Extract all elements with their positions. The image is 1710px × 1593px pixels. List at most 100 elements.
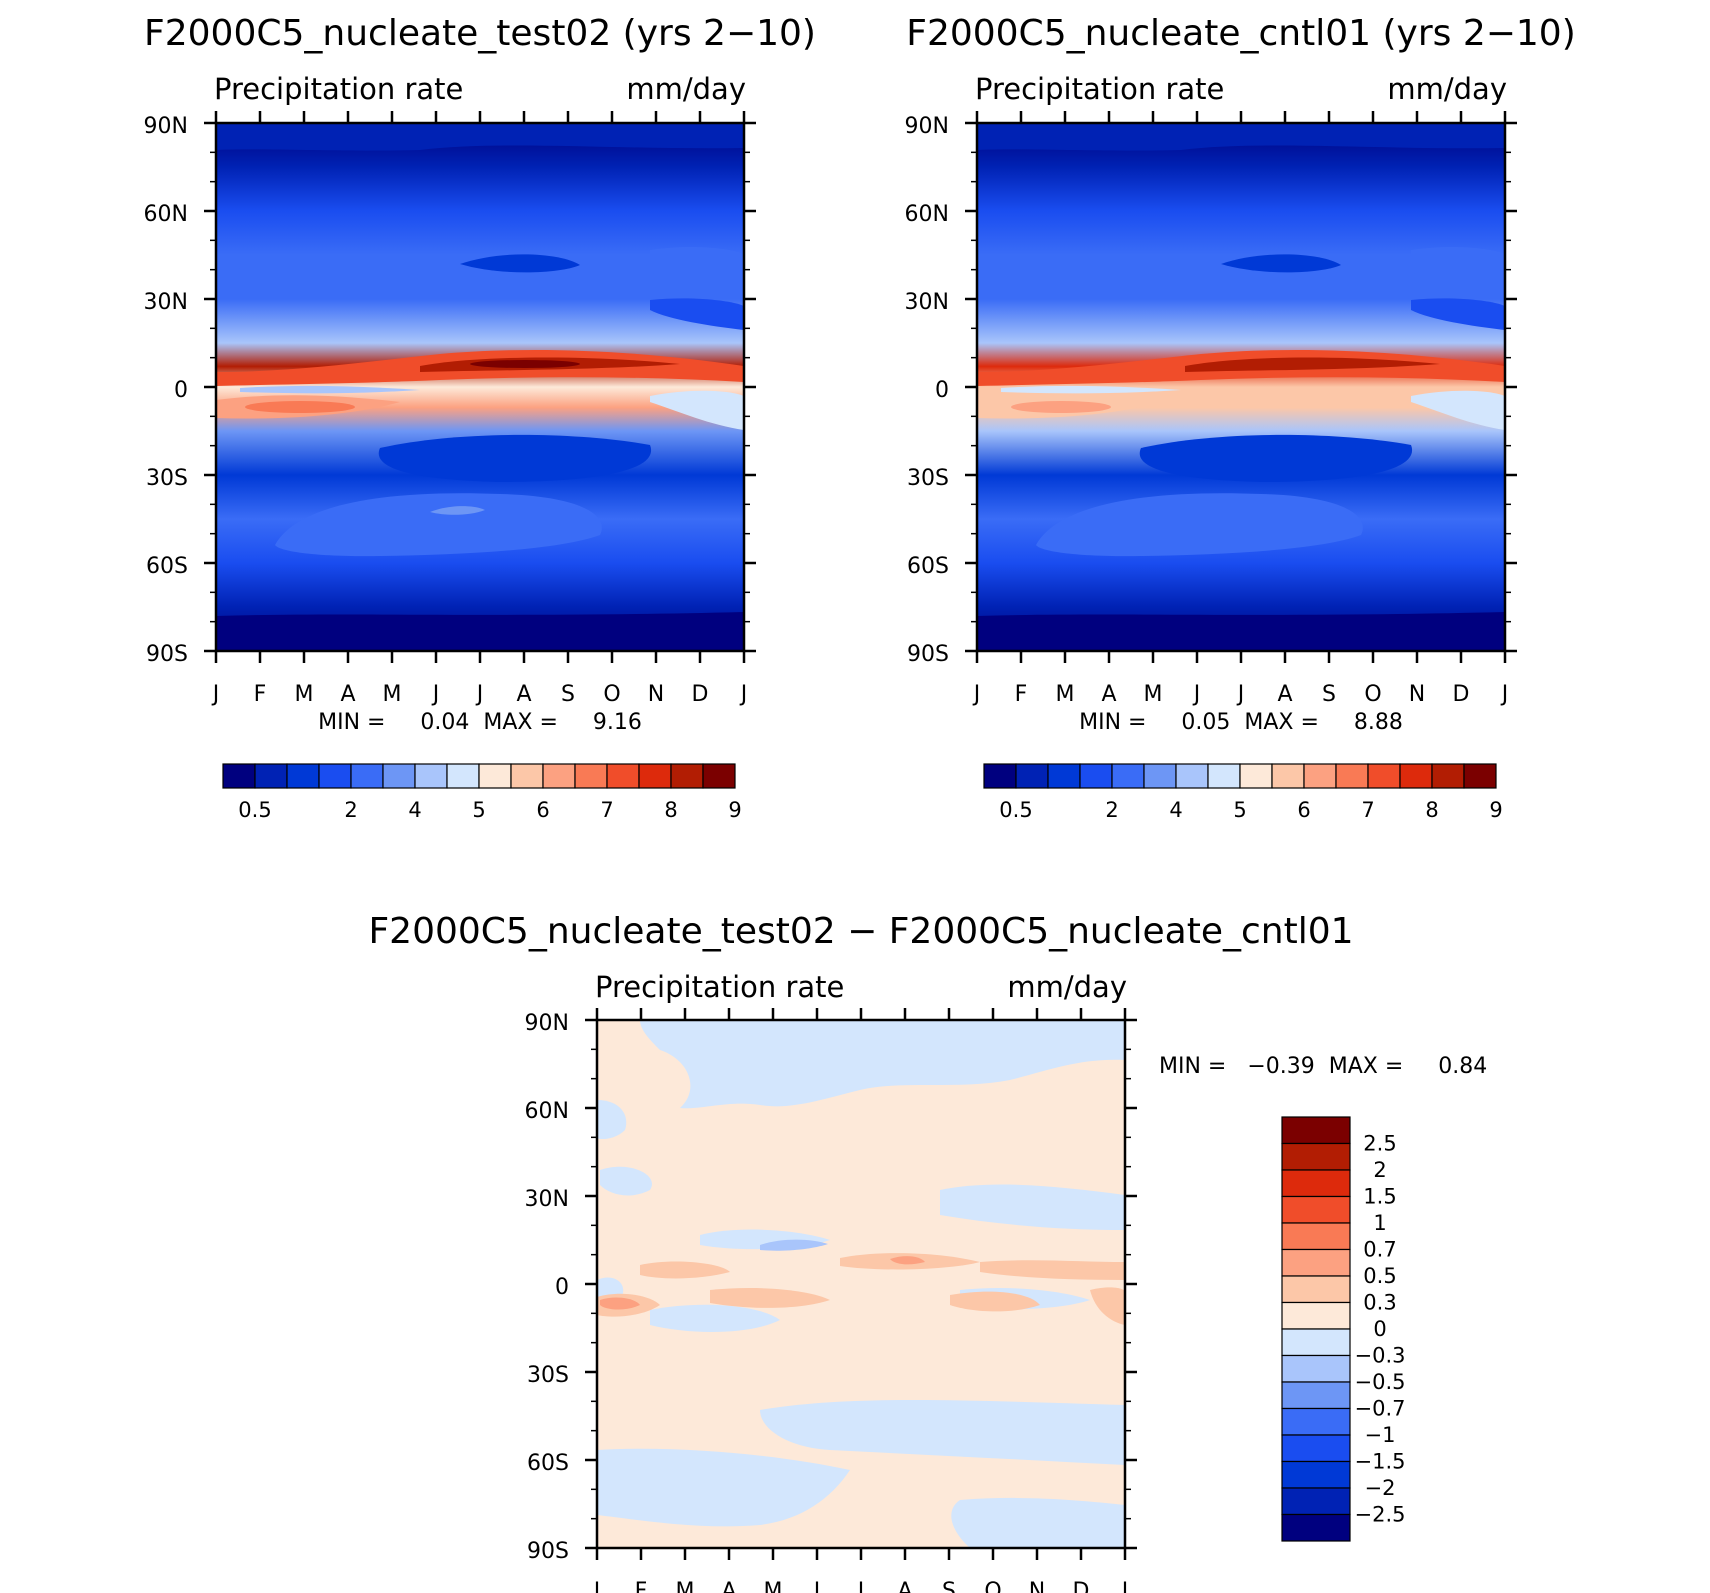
panel-cntl-ytick-label: 90N	[905, 114, 949, 139]
panel-diff-colorbar-label: 2.5	[1363, 1132, 1396, 1156]
panel-test-field	[216, 123, 744, 651]
panel-cntl-xtick-label: N	[1409, 682, 1425, 707]
panel-diff-ytick-label: 60S	[527, 1451, 569, 1476]
panel-diff-xtick-label: D	[1073, 1579, 1090, 1593]
panel-test-colorbar-swatch	[702, 763, 736, 789]
panel-cntl-colorbar-swatch	[1111, 763, 1145, 789]
panel-diff-colorbar-label: −0.5	[1355, 1370, 1406, 1394]
panel-cntl-dry-tongue-east	[1411, 390, 1505, 430]
panel-diff-field	[597, 1020, 1125, 1548]
panel-diff-neg-region	[951, 1497, 1125, 1548]
panel-cntl-colorbar-label: 8	[1425, 798, 1438, 822]
panel-test-xtick-label: D	[692, 682, 709, 707]
panel-test-colorbar-swatch	[510, 763, 544, 789]
panel-diff-field-label: Precipitation rate	[595, 970, 844, 1004]
panel-diff-colorbar-swatch	[1281, 1328, 1351, 1357]
panel-cntl-xtick-label: O	[1364, 682, 1381, 707]
panel-diff-ytick-label: 0	[555, 1275, 569, 1300]
panel-cntl-colorbar-swatch	[1431, 763, 1465, 789]
panel-diff-neg-region	[597, 1100, 627, 1140]
panel-cntl-colorbar-swatch	[1239, 763, 1273, 789]
panel-diff-xaxis: J F M A M J J A S O N D J	[592, 1579, 1129, 1593]
panel-test-nh-storm-west	[216, 266, 249, 283]
panel-cntl-ytick-label: 0	[935, 378, 949, 403]
panel-test: F2000C5_nucleate_test02 (yrs 2−10) Preci…	[144, 13, 816, 822]
panel-diff-colorbar-label: 1.5	[1363, 1185, 1396, 1209]
panel-diff-yaxis: 90N 60N 30N 0 30S 60S 90S	[525, 1011, 569, 1564]
panel-test-min-max: MIN = 0.04 MAX = 9.16	[318, 710, 642, 735]
panel-test-sh-storm-track	[275, 493, 602, 557]
panel-test-xtick-label: S	[561, 682, 575, 707]
panel-cntl-xtick-label: M	[1144, 682, 1163, 707]
panel-diff-xtick-label: M	[764, 1579, 783, 1593]
panel-cntl-colorbar-swatch	[1175, 763, 1209, 789]
panel-test-xtick-label: N	[648, 682, 664, 707]
panel-test-colorbar-swatch	[350, 763, 384, 789]
panel-diff-xtick-label: S	[942, 1579, 956, 1593]
panel-cntl-colorbar: 0.5 2 4 5 6 7 8 9	[983, 763, 1503, 822]
panel-cntl-title: F2000C5_nucleate_cntl01 (yrs 2−10)	[906, 13, 1576, 54]
panel-cntl-colorbar-label: 2	[1105, 798, 1118, 822]
panel-diff-colorbar-swatch	[1281, 1142, 1351, 1171]
panel-test-arctic-dry	[216, 123, 744, 151]
panel-cntl-nh-subtrop-east	[1411, 298, 1505, 330]
panel-diff-colorbar-label: 2	[1373, 1158, 1386, 1182]
panel-test-sh-subtrop-dry	[378, 434, 652, 482]
panel-diff-colorbar: 2.52 1.51 0.70.5 0.30 −0.3−0.5 −0.7−1 −1.5−2 −2…	[1281, 1116, 1406, 1542]
panel-test-xtick-label: O	[603, 682, 620, 707]
panel-diff-xtick-label: A	[897, 1579, 912, 1593]
panel-test-colorbar-swatch	[382, 763, 416, 789]
panel-cntl-ytick-label: 60S	[907, 554, 949, 579]
panel-diff-ytick-label: 30N	[525, 1187, 569, 1212]
panel-diff-neg-region	[940, 1184, 1125, 1230]
panel-diff-xtick-label: A	[721, 1579, 736, 1593]
panel-diff-colorbar-swatch	[1281, 1222, 1351, 1251]
panel-test-colorbar-swatch	[542, 763, 576, 789]
panel-test-nh-subtrop-dry	[460, 254, 580, 273]
panel-cntl-colorbar-label: 6	[1297, 798, 1310, 822]
panel-cntl-colorbar-label: 9	[1489, 798, 1502, 822]
panel-diff-xtick-label: J	[592, 1579, 601, 1593]
panel-diff-neg-region	[650, 1304, 780, 1332]
panel-diff-pos-core	[600, 1297, 640, 1310]
panel-diff-pos-patch	[1090, 1287, 1125, 1325]
panel-test-title: F2000C5_nucleate_test02 (yrs 2−10)	[144, 13, 816, 54]
panel-cntl-xtick-label: A	[1101, 682, 1116, 707]
panel-diff-ytick-label: 60N	[525, 1099, 569, 1124]
panel-cntl-xtick-label: J	[972, 682, 981, 707]
panel-cntl-min-max: MIN = 0.05 MAX = 8.88	[1079, 710, 1403, 735]
panel-test-colorbar-label: 8	[664, 798, 677, 822]
panel-test-colorbar-swatch	[222, 763, 256, 789]
panel-diff-colorbar-label: −0.7	[1355, 1397, 1406, 1421]
panel-diff-colorbar-swatch	[1281, 1275, 1351, 1304]
panel-diff-ytick-label: 30S	[527, 1363, 569, 1388]
panel-test-xtick-label: J	[211, 682, 220, 707]
panel-test-colorbar-label: 4	[408, 798, 421, 822]
panel-test-spcz-core	[245, 401, 355, 413]
panel-diff-xtick-label: N	[1029, 1579, 1045, 1593]
panel-diff-colorbar-swatch	[1281, 1169, 1351, 1198]
panel-diff-pos-patch	[640, 1261, 730, 1279]
panel-cntl-xtick-label: S	[1322, 682, 1336, 707]
panel-diff-neg-core	[760, 1239, 828, 1251]
panel-test-colorbar-swatch	[286, 763, 320, 789]
panel-cntl-colorbar-swatch	[1271, 763, 1305, 789]
panel-cntl-units: mm/day	[1387, 72, 1507, 106]
panel-cntl-xtick-label: J	[1500, 682, 1509, 707]
panel-diff-ytick-label: 90N	[525, 1011, 569, 1036]
panel-test-xaxis: J F M A M J J A S O N D J	[211, 682, 748, 707]
panel-test-units: mm/day	[626, 72, 746, 106]
panel-diff-colorbar-label: 0.5	[1363, 1264, 1396, 1288]
panel-diff-colorbar-label: 0.3	[1363, 1291, 1396, 1315]
panel-diff-xtick-label: J	[1120, 1579, 1129, 1593]
panel-cntl-colorbar-label: 4	[1169, 798, 1182, 822]
panel-cntl-yaxis: 90N 60N 30N 0 30S 60S 90S	[905, 114, 949, 667]
panel-cntl-sh-subtrop-dry	[1139, 434, 1413, 482]
panel-test-colorbar-swatch	[574, 763, 608, 789]
panel-diff-units: mm/day	[1007, 970, 1127, 1004]
panel-diff-colorbar-swatch	[1281, 1116, 1351, 1145]
panel-diff-xtick-label: M	[676, 1579, 695, 1593]
panel-diff-ticks	[585, 1008, 1137, 1560]
panel-cntl-colorbar-swatch	[1079, 763, 1113, 789]
